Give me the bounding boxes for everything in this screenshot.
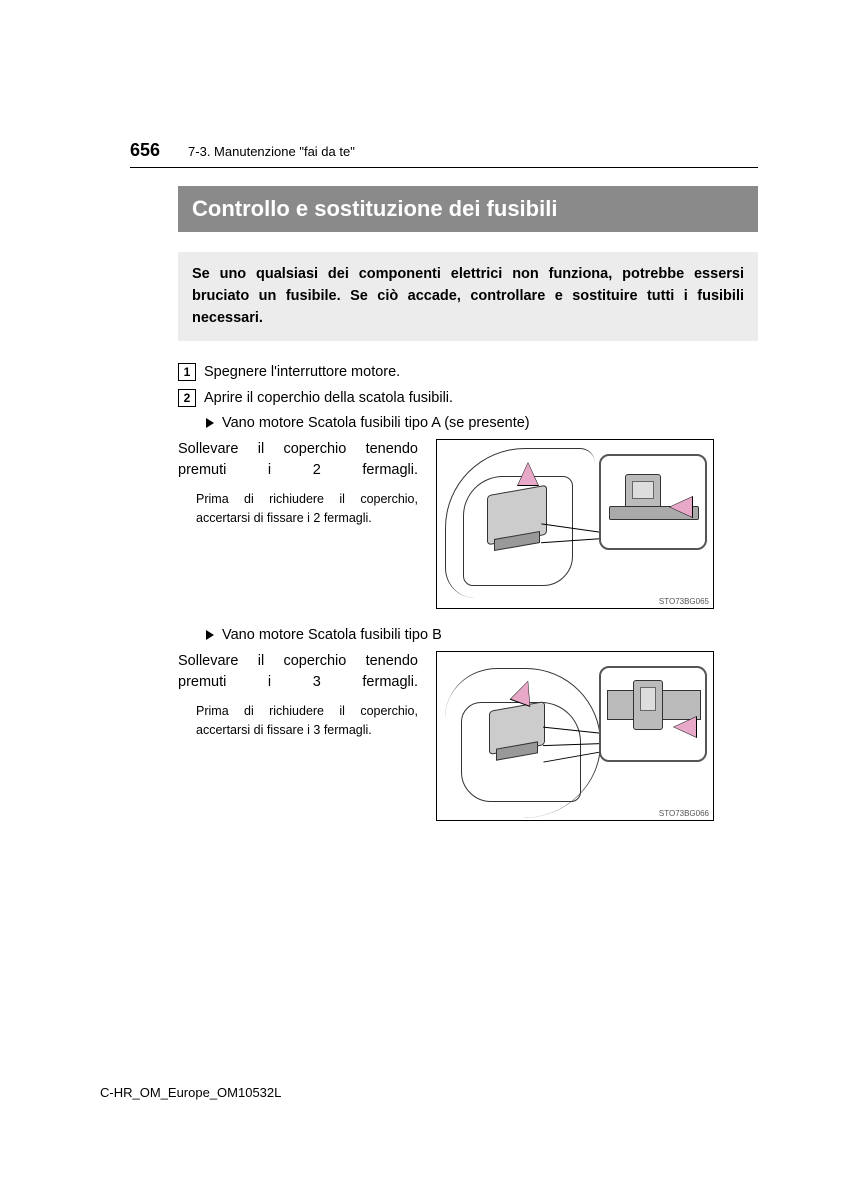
triangle-bullet-icon: [206, 418, 214, 428]
subsection-heading-text: Vano motore Scatola fusibili tipo A (se …: [222, 415, 530, 431]
section-b-text: Sollevare il coperchio tenendo premuti i…: [178, 651, 418, 739]
step-2: 2 Aprire il coperchio della scatola fusi…: [178, 389, 758, 407]
engine-illustration: [443, 658, 603, 814]
figure-code: STO73BG065: [659, 597, 709, 606]
intro-box: Se uno qualsiasi dei componenti elettric…: [178, 252, 758, 341]
section-b-row: Sollevare il coperchio tenendo premuti i…: [178, 651, 758, 821]
step-number-icon: 2: [178, 389, 196, 407]
engine-illustration: [443, 446, 603, 602]
subsection-a-heading: Vano motore Scatola fusibili tipo A (se …: [206, 415, 758, 431]
page-header: 656 7-3. Manutenzione "fai da te": [130, 140, 758, 168]
section-b-desc: Sollevare il coperchio tenendo premuti i…: [178, 651, 418, 692]
figure-a-inset: [599, 454, 707, 550]
page-title: Controllo e sostituzione dei fusibili: [178, 186, 758, 232]
section-a-note: Prima di richiudere il coperchio, accert…: [196, 490, 418, 528]
section-path: 7-3. Manutenzione "fai da te": [188, 144, 355, 159]
footer-code: C-HR_OM_Europe_OM10532L: [100, 1085, 281, 1100]
step-text: Spegnere l'interruttore motore.: [204, 364, 400, 380]
page-number: 656: [130, 140, 160, 161]
triangle-bullet-icon: [206, 630, 214, 640]
steps-list: 1 Spegnere l'interruttore motore. 2 Apri…: [178, 363, 758, 431]
figure-code: STO73BG066: [659, 809, 709, 818]
subsection-heading-text: Vano motore Scatola fusibili tipo B: [222, 627, 442, 643]
manual-page: 656 7-3. Manutenzione "fai da te" Contro…: [0, 0, 848, 821]
step-1: 1 Spegnere l'interruttore motore.: [178, 363, 758, 381]
section-a-desc: Sollevare il coperchio tenendo premuti i…: [178, 439, 418, 480]
figure-a: STO73BG065: [436, 439, 714, 609]
figure-b: STO73BG066: [436, 651, 714, 821]
step-number-icon: 1: [178, 363, 196, 381]
section-a-text: Sollevare il coperchio tenendo premuti i…: [178, 439, 418, 527]
subsection-b-heading: Vano motore Scatola fusibili tipo B: [206, 627, 758, 643]
subsection-b-wrap: Vano motore Scatola fusibili tipo B: [178, 627, 758, 643]
section-b-note: Prima di richiudere il coperchio, accert…: [196, 702, 418, 740]
figure-b-inset: [599, 666, 707, 762]
section-a-row: Sollevare il coperchio tenendo premuti i…: [178, 439, 758, 609]
step-text: Aprire il coperchio della scatola fusibi…: [204, 390, 453, 406]
